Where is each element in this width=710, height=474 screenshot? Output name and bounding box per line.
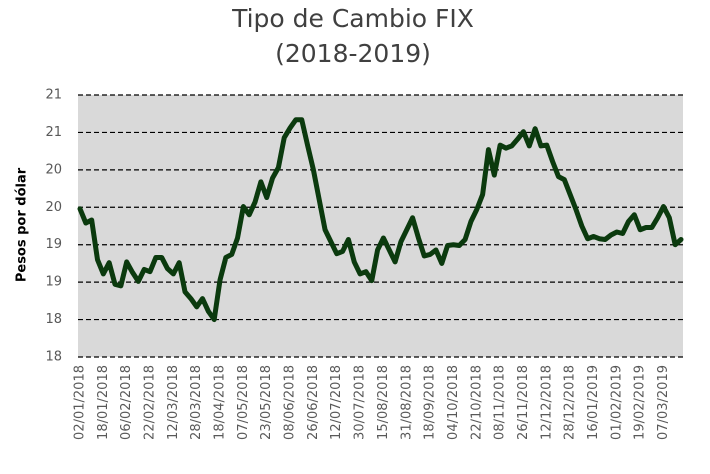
x-tick-label: 12/07/2018 <box>329 365 344 440</box>
x-tick-label: 28/12/2018 <box>563 365 578 440</box>
x-tick-label: 06/02/2018 <box>119 365 134 440</box>
y-tick-label: 19 <box>45 275 62 290</box>
data-line <box>77 117 684 323</box>
x-tick-label: 15/08/2018 <box>376 365 391 440</box>
x-tick-label: 08/11/2018 <box>493 365 508 440</box>
x-tick-label: 31/08/2018 <box>399 365 414 440</box>
x-tick-label: 22/02/2018 <box>143 365 158 440</box>
x-tick-label: 12/03/2018 <box>166 365 181 440</box>
x-tick-label: 07/03/2019 <box>656 365 671 440</box>
y-tick-label: 19 <box>45 237 62 252</box>
chart-subtitle: (2018-2019) <box>275 39 431 68</box>
x-tick-label: 26/11/2018 <box>516 365 531 440</box>
y-tick-label: 18 <box>45 350 62 365</box>
y-tick-label: 18 <box>45 312 62 327</box>
chart-title: Tipo de Cambio FIX <box>231 4 474 33</box>
x-tick-label: 18/09/2018 <box>423 365 438 440</box>
plot-area <box>78 95 683 357</box>
x-tick-label: 18/04/2018 <box>213 365 228 440</box>
y-tick-label: 21 <box>45 88 62 103</box>
x-tick-label: 08/06/2018 <box>283 365 298 440</box>
x-tick-label: 23/05/2018 <box>259 365 274 440</box>
x-tick-label: 07/05/2018 <box>236 365 251 440</box>
x-tick-label: 28/03/2018 <box>189 365 204 440</box>
y-tick-label: 20 <box>45 162 62 177</box>
x-tick-label: 30/07/2018 <box>353 365 368 440</box>
x-tick-label: 18/01/2018 <box>96 365 111 440</box>
y-axis-label: Pesos por dólar <box>15 167 30 282</box>
y-tick-label: 21 <box>45 125 62 140</box>
x-tick-label: 12/12/2018 <box>539 365 554 440</box>
x-tick-label: 02/01/2018 <box>73 365 88 440</box>
x-tick-label: 04/10/2018 <box>446 365 461 440</box>
y-tick-label: 20 <box>45 200 62 215</box>
x-tick-label: 26/06/2018 <box>306 365 321 440</box>
x-tick-label: 22/10/2018 <box>469 365 484 440</box>
x-tick-label: 16/01/2019 <box>586 365 601 440</box>
x-tick-label: 19/02/2019 <box>633 365 648 440</box>
x-tick-label: 01/02/2019 <box>609 365 624 440</box>
